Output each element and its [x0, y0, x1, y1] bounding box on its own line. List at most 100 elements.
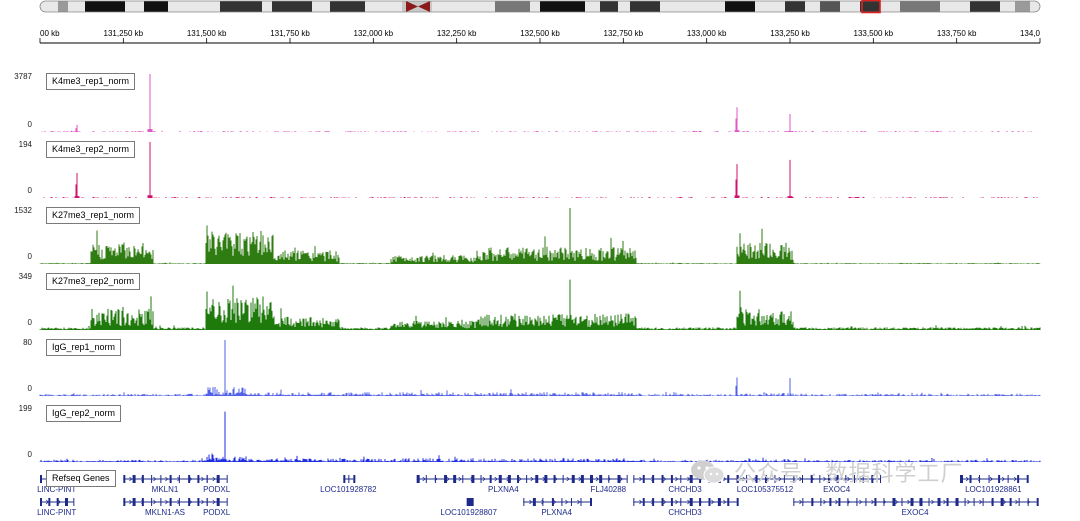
gene-model[interactable]: CHCHD3: [633, 498, 739, 517]
ideogram-band: [755, 1, 786, 12]
ideogram-band: [144, 1, 169, 12]
ruler-tick-label: 131,500 kb: [187, 29, 227, 38]
ideogram-band: [312, 1, 331, 12]
ruler-tick-label: 00 kb: [40, 29, 60, 38]
gene-model[interactable]: MKLN1-AS: [123, 498, 208, 517]
signal-bars: [39, 411, 1041, 462]
gene-name: CHCHD3: [668, 508, 702, 517]
gene-name: LOC101928861: [965, 485, 1022, 494]
track-signal: [39, 340, 1041, 396]
gene-model[interactable]: EXOC4: [793, 498, 1039, 517]
gene-model[interactable]: LOC101928807: [440, 498, 497, 517]
ideogram-band: [530, 1, 541, 12]
ideogram-band: [970, 1, 1001, 12]
track-label: K27me3_rep2_norm: [46, 273, 141, 290]
signal-track[interactable]: K4me3_rep1_norm 3787 0: [0, 68, 1080, 134]
gene-name: EXOC4: [901, 508, 929, 517]
ideogram-band: [1030, 1, 1040, 12]
track-scale-max: 1532: [14, 206, 32, 215]
gene-model[interactable]: PLXNA4: [416, 475, 593, 494]
signal-track[interactable]: IgG_rep1_norm 80 0: [0, 334, 1080, 398]
track-label: IgG_rep1_norm: [46, 339, 122, 356]
ideogram-band: [840, 1, 861, 12]
ideogram-band: [495, 1, 531, 12]
signal-track[interactable]: IgG_rep2_norm 199 0: [0, 400, 1080, 464]
ruler-tick-label: 132,250 kb: [437, 29, 477, 38]
gene-model[interactable]: PODXL: [203, 475, 231, 494]
ruler-tick-label: 133,750 kb: [937, 29, 977, 38]
gene-model[interactable]: EXOC4: [793, 475, 881, 494]
ideogram-band: [540, 1, 586, 12]
track-scale-min: 0: [27, 318, 32, 327]
track-signal: [39, 208, 1041, 264]
ideogram-band: [1015, 1, 1031, 12]
ideogram-band: [220, 1, 263, 12]
gene-name: PODXL: [203, 485, 231, 494]
gene-model[interactable]: PODXL: [203, 498, 231, 517]
ideogram-band: [860, 1, 881, 12]
ideogram-band: [618, 1, 631, 12]
signal-bars: [39, 279, 1041, 330]
ideogram-band: [125, 1, 145, 12]
ideogram-band: [58, 1, 69, 12]
track-signal: [41, 74, 1032, 132]
refseq-genes-track[interactable]: LINC-PINT MKLN1 PODXL LOC101928782 PLXNA4 FLJ…: [0, 466, 1080, 521]
gene-name: PODXL: [203, 508, 231, 517]
gene-name: CHCHD3: [668, 485, 702, 494]
wechat-icon: [690, 459, 726, 485]
gene-model[interactable]: LOC101928861: [960, 475, 1029, 494]
ideogram-band: [660, 1, 726, 12]
track-scale-min: 0: [27, 186, 32, 195]
ruler-tick-label: 132,750 kb: [604, 29, 644, 38]
track-label: IgG_rep2_norm: [46, 405, 122, 422]
ruler-tick-label: 133,500 kb: [854, 29, 894, 38]
ideogram-band: [465, 1, 496, 12]
ruler-tick-label: 131,750 kb: [270, 29, 310, 38]
ideogram-band: [262, 1, 273, 12]
signal-track[interactable]: K27me3_rep2_norm 349 0: [0, 268, 1080, 332]
track-label: K4me3_rep1_norm: [46, 73, 136, 90]
track-scale-max: 194: [18, 140, 32, 149]
gene-name: LINC-PINT: [37, 508, 76, 517]
ruler-tick-label: 133,000 kb: [687, 29, 727, 38]
centromere-left: [406, 1, 418, 12]
track-scale-max: 349: [18, 272, 32, 281]
signal-track[interactable]: K27me3_rep1_norm 1532 0: [0, 202, 1080, 266]
ruler-tick-label: 133,250 kb: [770, 29, 810, 38]
gene-name: LOC101928782: [320, 485, 377, 494]
ruler-tick-label: 132,500 kb: [520, 29, 560, 38]
ideogram-band: [785, 1, 806, 12]
current-region-marker[interactable]: [861, 0, 881, 14]
track-scale-min: 0: [27, 120, 32, 129]
ruler-tick-label: 131,250 kb: [104, 29, 144, 38]
track-scale-min: 0: [27, 450, 32, 459]
gene-name: LOC105375512: [737, 485, 794, 494]
gene-name: LINC-PINT: [37, 485, 76, 494]
gene-model[interactable]: MKLN1: [123, 475, 208, 494]
centromere-right: [418, 1, 430, 12]
gene-name: PLXNA4: [541, 508, 572, 517]
signal-track[interactable]: K4me3_rep2_norm 194 0: [0, 136, 1080, 200]
refseq-genes-label: Refseq Genes: [46, 470, 116, 487]
ideogram-band: [585, 1, 601, 12]
track-label: K4me3_rep2_norm: [46, 141, 136, 158]
gene-name: FLJ40288: [591, 485, 627, 494]
gene-model[interactable]: FLJ40288: [590, 475, 628, 494]
ideogram-band: [940, 1, 971, 12]
gene-model[interactable]: LINC-PINT: [37, 498, 76, 517]
watermark: 公众号 · 数据科学工厂: [690, 455, 964, 489]
chromosome-ideogram[interactable]: [0, 0, 1080, 16]
gene-model[interactable]: PLXNA4: [523, 498, 592, 517]
gene-name: EXOC4: [823, 485, 851, 494]
signal-bars: [43, 142, 1038, 198]
gene-model[interactable]: LOC101928782: [320, 475, 377, 494]
track-scale-max: 80: [23, 338, 32, 347]
ideogram-band: [880, 1, 901, 12]
signal-bars: [39, 208, 1041, 264]
ideogram-band: [68, 1, 86, 12]
gene-name: MKLN1-AS: [145, 508, 185, 517]
ideogram-band: [272, 1, 313, 12]
track-scale-min: 0: [27, 384, 32, 393]
ideogram-band: [168, 1, 221, 12]
ideogram-band: [85, 1, 126, 12]
